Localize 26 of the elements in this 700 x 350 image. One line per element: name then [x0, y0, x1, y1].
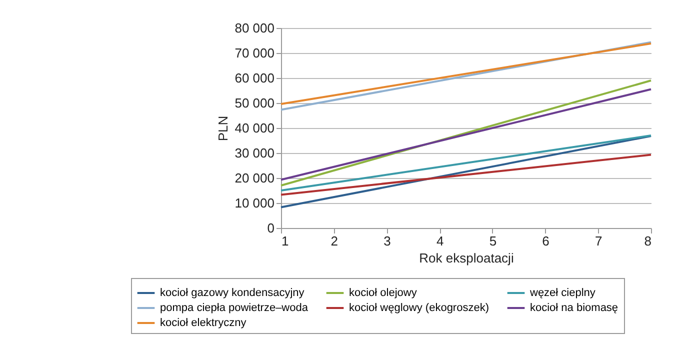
x-tick-label: 7 — [595, 234, 602, 248]
x-tick-label: 3 — [384, 234, 391, 248]
legend-label: kocioł olejowy — [349, 287, 418, 299]
y-tick-label: 10 000 — [234, 196, 274, 210]
y-tick-label: 20 000 — [234, 170, 274, 186]
y-tick-label: 70 000 — [234, 46, 274, 60]
legend-label: węzeł cieplny — [529, 287, 596, 299]
x-tick-label: 6 — [542, 234, 550, 248]
legend-label: kocioł na biomasę — [530, 302, 618, 314]
legend-label: kocioł gazowy kondensacyjny — [160, 287, 305, 299]
legend-label: pompa ciepła powietrze–woda — [160, 302, 309, 314]
y-tick-label: 50 000 — [234, 96, 274, 110]
y-tick-label: 80 000 — [234, 20, 274, 36]
y-axis-title: PLN — [216, 116, 231, 142]
y-tick-label: 60 000 — [234, 70, 274, 86]
y-tick-label: 40 000 — [234, 120, 274, 136]
x-tick-label: 8 — [644, 234, 652, 248]
y-tick-label: 30 000 — [234, 146, 274, 160]
legend-label: kocioł węglowy (ekogroszek) — [349, 302, 489, 314]
x-tick-label: 4 — [436, 234, 444, 248]
x-tick-label: 2 — [330, 234, 338, 248]
x-tick-label: 1 — [282, 234, 289, 248]
x-axis-title: Rok eksploatacji — [419, 250, 514, 266]
x-tick-label: 5 — [489, 234, 497, 248]
legend-label: kocioł elektryczny — [160, 317, 247, 329]
y-tick-label: 0 — [267, 220, 274, 236]
